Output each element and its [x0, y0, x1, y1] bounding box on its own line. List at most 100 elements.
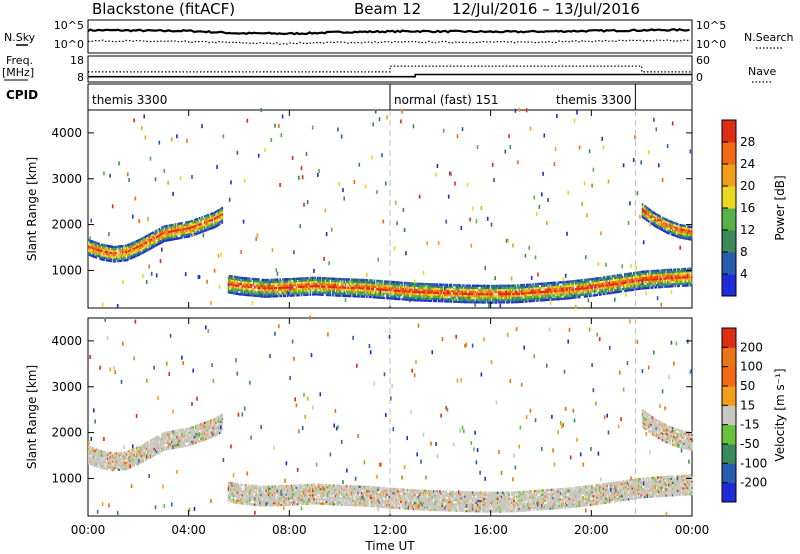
power-cell	[372, 281, 375, 284]
power-cell	[283, 284, 285, 287]
power-cell	[385, 284, 387, 287]
power-speckle	[172, 191, 174, 196]
power-cell	[257, 290, 260, 294]
power-cell	[431, 285, 434, 288]
power-cell	[658, 271, 660, 274]
power-cell	[324, 285, 327, 288]
power-cell	[424, 289, 426, 292]
power-cell	[586, 280, 588, 283]
power-cell	[324, 277, 327, 280]
power-cell	[403, 281, 406, 285]
velocity-cell	[119, 460, 122, 463]
power-cell	[688, 271, 690, 275]
power-cell	[676, 276, 679, 279]
power-cell	[635, 279, 638, 283]
power-cell	[239, 282, 241, 286]
power-cell	[237, 278, 240, 281]
power-cell	[403, 298, 406, 301]
power-cell	[235, 292, 237, 295]
power-cell	[255, 294, 258, 297]
power-speckle	[536, 212, 538, 217]
velocity-cell	[142, 445, 144, 448]
power-cell	[392, 285, 395, 288]
power-cell	[356, 278, 358, 281]
power-cell	[367, 281, 370, 284]
power-cell	[303, 289, 305, 292]
power-cell	[106, 253, 109, 256]
power-cell	[479, 299, 481, 302]
velocity-cell	[142, 458, 144, 461]
power-cell	[252, 284, 255, 287]
power-cell	[675, 272, 678, 275]
power-cell	[200, 218, 202, 221]
power-cell	[459, 298, 461, 301]
power-cell	[614, 287, 616, 290]
power-cell	[674, 268, 677, 271]
power-cell	[411, 290, 414, 293]
power-cell	[337, 282, 339, 285]
power-cell	[684, 224, 687, 228]
power-cell	[98, 255, 100, 258]
velocity-cell	[197, 430, 200, 433]
power-cell	[333, 287, 336, 291]
power-cell	[473, 284, 475, 287]
power-cell	[435, 295, 437, 299]
power-cell	[603, 286, 606, 289]
velocity-cell	[152, 438, 154, 441]
velocity-cell	[149, 443, 152, 446]
power-speckle	[240, 249, 242, 254]
power-cell	[469, 284, 471, 287]
power-speckle	[111, 204, 114, 209]
power-cell	[678, 276, 680, 279]
power-cell	[386, 290, 388, 294]
velocity-cell	[96, 457, 99, 460]
power-cell	[347, 294, 349, 298]
power-cell	[149, 234, 152, 238]
power-cell	[110, 255, 113, 259]
power-cell	[113, 256, 115, 259]
power-speckle	[372, 122, 374, 127]
power-cell	[155, 237, 158, 240]
power-cell	[649, 215, 651, 218]
power-cell	[660, 281, 663, 284]
power-cell	[176, 237, 178, 240]
power-cell	[602, 282, 605, 285]
power-cell	[198, 227, 201, 230]
power-cell	[260, 295, 263, 298]
power-cell	[319, 281, 322, 284]
power-speckle	[147, 217, 149, 222]
power-cell	[286, 286, 289, 289]
power-cell	[689, 238, 692, 241]
power-cell	[564, 295, 567, 298]
power-cell	[658, 269, 660, 272]
power-cell	[683, 234, 685, 238]
power-cell	[338, 277, 341, 281]
power-cell	[116, 257, 119, 261]
power-cell	[642, 210, 645, 213]
power-cell	[300, 291, 303, 295]
power-speckle	[630, 263, 632, 268]
power-cell	[527, 287, 529, 291]
power-cell	[283, 282, 285, 285]
power-cell	[145, 237, 148, 240]
power-cell	[437, 299, 440, 303]
velocity-cell	[143, 451, 146, 454]
velocity-cell	[124, 457, 127, 460]
power-cell	[244, 287, 246, 290]
power-cell	[675, 270, 678, 273]
power-cell	[480, 284, 483, 288]
power-cell	[212, 214, 215, 217]
power-cell	[646, 274, 649, 277]
power-cell	[230, 287, 232, 290]
power-cell	[284, 288, 286, 291]
power-cell	[276, 280, 279, 283]
power-cell	[495, 299, 498, 302]
power-cell	[111, 256, 114, 259]
power-cell	[445, 287, 448, 291]
power-cell	[108, 249, 110, 252]
power-cell	[343, 288, 346, 291]
power-cell	[614, 291, 616, 294]
power-cell	[115, 253, 118, 257]
power-speckle	[116, 304, 119, 308]
power-cell	[285, 290, 288, 293]
